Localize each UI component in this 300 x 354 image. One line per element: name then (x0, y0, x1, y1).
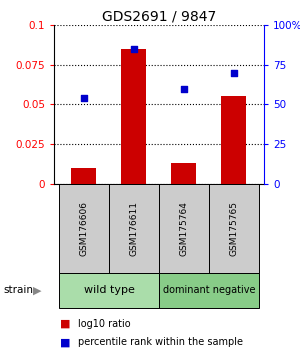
Title: GDS2691 / 9847: GDS2691 / 9847 (102, 10, 216, 24)
Bar (71, 168, 97, 184)
Bar (159, 273, 259, 308)
Text: ▶: ▶ (33, 285, 41, 295)
Point (182, 86, 186, 91)
Text: percentile rank within the sample: percentile rank within the sample (78, 337, 243, 348)
Text: dominant negative: dominant negative (163, 285, 255, 295)
Point (82, 95, 86, 101)
Bar (109, 184, 159, 273)
Bar (159, 184, 209, 273)
Text: GSM175764: GSM175764 (179, 201, 188, 256)
Bar (172, 164, 197, 184)
Bar (59, 184, 109, 273)
Text: log10 ratio: log10 ratio (78, 319, 130, 329)
Text: GSM176611: GSM176611 (130, 201, 139, 256)
Point (232, 70, 236, 75)
Text: ■: ■ (60, 337, 70, 348)
Text: GSM176606: GSM176606 (80, 201, 88, 256)
Bar (209, 184, 259, 273)
Text: wild type: wild type (84, 285, 134, 295)
Bar (221, 97, 247, 184)
Bar (59, 273, 159, 308)
Point (132, 46, 136, 52)
Text: strain: strain (3, 285, 33, 295)
Text: ■: ■ (60, 319, 70, 329)
Text: GSM175765: GSM175765 (230, 201, 238, 256)
Bar (122, 49, 146, 184)
